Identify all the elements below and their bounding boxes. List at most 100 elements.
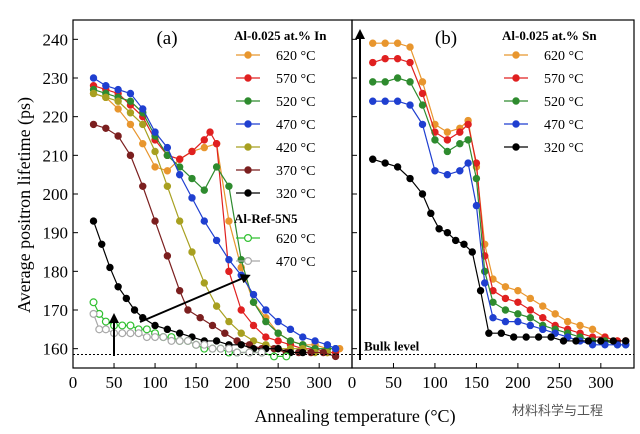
legend-swatch-marker [244, 234, 253, 243]
data-point [221, 329, 229, 337]
data-point [489, 275, 497, 283]
data-point [501, 317, 510, 326]
data-point [139, 140, 147, 148]
data-point [501, 306, 510, 314]
data-point [208, 344, 217, 353]
data-point [406, 58, 414, 67]
data-point [418, 120, 427, 129]
data-point [139, 105, 147, 113]
data-point [126, 329, 135, 338]
data-point [114, 105, 122, 113]
data-point [175, 336, 184, 345]
data-point [539, 325, 547, 334]
data-point [481, 279, 489, 287]
legend-swatch-marker [512, 51, 520, 59]
data-point [286, 337, 295, 345]
data-point [406, 101, 414, 109]
data-point [539, 302, 547, 310]
x-tick-label: 100 [142, 373, 168, 392]
data-point [406, 43, 414, 51]
data-point [526, 294, 535, 303]
data-point [200, 217, 208, 225]
data-point [126, 109, 135, 117]
data-point [151, 163, 159, 171]
legend-swatch-marker [512, 143, 520, 151]
data-point [163, 182, 172, 190]
x-tick-label: 300 [588, 373, 614, 392]
legend-swatch-marker [512, 97, 520, 105]
data-point [481, 267, 489, 276]
legend-swatch-marker [512, 74, 520, 82]
data-point [212, 236, 221, 245]
data-point [381, 39, 389, 47]
x-tick-label: 150 [183, 373, 209, 392]
data-point [418, 89, 427, 98]
series-b-0 [369, 39, 630, 345]
data-point [381, 159, 389, 167]
data-point [501, 294, 510, 303]
x-tick-label: 0 [69, 373, 78, 392]
data-point [563, 317, 572, 326]
data-point [249, 298, 258, 306]
data-point [476, 286, 485, 295]
legend-entry: 620 °C [276, 49, 315, 64]
panel-label-a: (a) [156, 28, 177, 49]
data-point [381, 54, 389, 63]
data-point [126, 321, 135, 330]
data-point [114, 97, 122, 105]
data-point [130, 306, 139, 314]
data-point [98, 240, 106, 248]
data-point [431, 136, 439, 144]
data-point [286, 325, 295, 334]
data-point [464, 120, 472, 129]
data-point [323, 341, 332, 349]
x-tick-label: 200 [224, 373, 250, 392]
data-point [588, 325, 597, 334]
x-tick-label: 250 [265, 373, 291, 392]
data-point [299, 333, 307, 341]
series-line [372, 58, 626, 342]
data-point [418, 190, 427, 198]
data-point [142, 325, 151, 334]
data-point [497, 329, 505, 337]
data-point [510, 333, 518, 341]
data-point [559, 337, 568, 345]
data-point [456, 128, 464, 136]
data-point [175, 217, 184, 225]
legend-entry: 570 °C [544, 72, 583, 87]
data-point [188, 248, 196, 256]
data-point [418, 78, 427, 86]
data-point [270, 352, 279, 361]
data-point [89, 298, 98, 307]
data-point [142, 333, 151, 342]
data-point [212, 337, 221, 345]
legend-entry: 570 °C [276, 72, 315, 87]
data-point [151, 321, 159, 330]
data-point [102, 93, 110, 102]
y-axis-title: Average positron lifetime (ps) [14, 97, 35, 313]
legend-swatch-marker [244, 51, 252, 59]
data-point [163, 325, 172, 334]
data-point [393, 54, 402, 63]
data-point [126, 120, 135, 129]
data-point [406, 174, 414, 183]
legend-entry: 470 °C [276, 255, 315, 270]
legend-entry: 620 °C [544, 49, 583, 64]
data-point [526, 321, 535, 330]
legend-title: Al-0.025 at.% Sn [502, 28, 597, 43]
data-point [175, 155, 184, 163]
data-point [435, 225, 443, 233]
data-point [369, 97, 377, 105]
data-point [572, 337, 580, 345]
y-tick-label: 200 [43, 185, 69, 204]
data-point [101, 325, 110, 334]
data-point [443, 136, 452, 144]
legend-entry: 320 °C [544, 141, 583, 156]
data-point [106, 263, 114, 272]
series-line [372, 158, 626, 342]
bulk-level-label: Bulk level [364, 338, 420, 353]
data-point [431, 167, 439, 175]
data-point [167, 336, 176, 345]
data-point [456, 167, 464, 175]
